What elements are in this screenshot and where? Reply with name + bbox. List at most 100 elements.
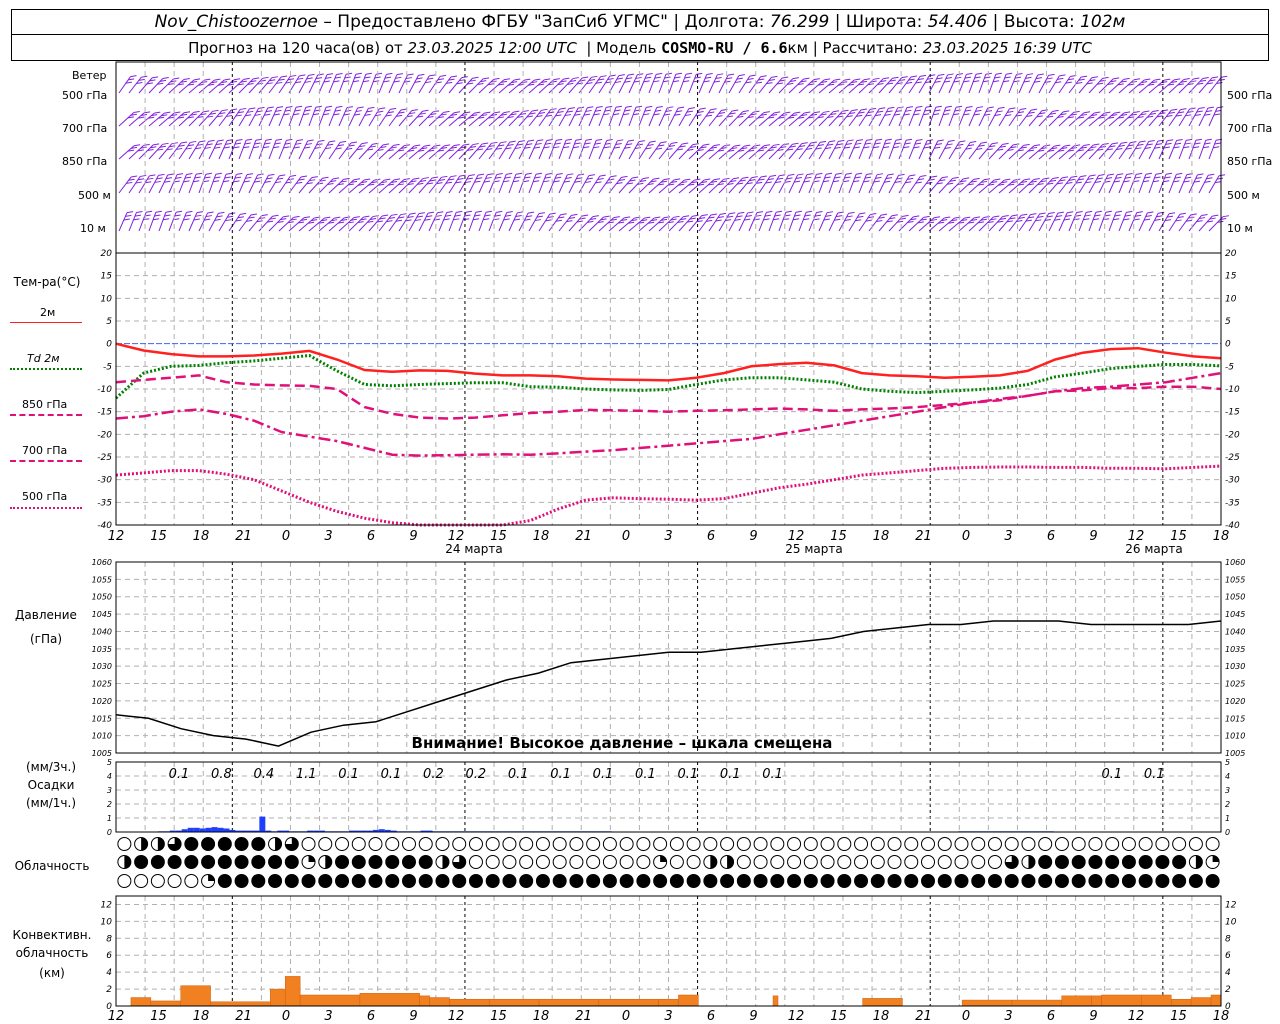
wind-barb-feather <box>137 149 144 152</box>
wind-barb-feather <box>507 116 514 119</box>
precip-3h-label: 0.1 <box>338 767 359 782</box>
wind-barb-feather <box>1009 107 1016 110</box>
wind-barb-feather <box>390 107 397 110</box>
wind-barb-feather <box>1123 218 1130 221</box>
wind-barb <box>708 214 721 232</box>
cloud-symbol-fill <box>285 837 299 851</box>
wind-barb-feather <box>788 116 795 119</box>
wind-barb-feather <box>286 105 293 108</box>
wind-barb-feather <box>355 72 362 75</box>
wind-barb <box>838 213 849 232</box>
wind-barb-feather <box>825 214 832 217</box>
wind-barb-feather <box>565 138 573 141</box>
wind-barb-feather <box>483 218 490 221</box>
pressure-tick-right: 1040 <box>1225 627 1245 636</box>
wind-barb-feather <box>876 173 884 176</box>
wind-barb-feather <box>990 218 997 221</box>
wind-barb-feather <box>645 76 652 79</box>
wind-barb-feather <box>277 221 284 223</box>
cloud-symbol <box>753 855 768 869</box>
wind-barb-feather <box>866 172 873 175</box>
cloud-symbol <box>770 837 785 851</box>
wind-barb-feather <box>446 81 453 84</box>
cloud-symbol <box>284 855 299 869</box>
wind-barb-feather <box>475 210 482 213</box>
wind-barb-feather <box>1175 219 1182 222</box>
precip-3h-label: 0.1 <box>169 767 190 782</box>
wind-barb-feather <box>368 183 375 186</box>
cloud-symbol <box>1205 874 1220 888</box>
wind-barb-feather <box>567 82 574 85</box>
wind-barb-feather <box>374 76 381 79</box>
wind-barb-feather <box>237 111 245 114</box>
wind-barb-feather <box>967 183 974 186</box>
wind-barb-feather <box>315 77 323 80</box>
cloud-symbol <box>301 874 316 888</box>
wind-barb-feather <box>603 113 610 116</box>
wind-barb-feather <box>970 218 978 221</box>
wind-barb-feather <box>276 106 284 109</box>
wind-barb-feather <box>1031 108 1038 111</box>
cloud-symbol <box>368 874 383 888</box>
wind-barb-feather <box>347 183 355 186</box>
precip-3h-label: 0.1 <box>1101 767 1122 782</box>
wind-barb-feather <box>1047 182 1054 185</box>
wind-barb <box>548 108 561 127</box>
wind-barb-feather <box>864 176 872 179</box>
wind-barb-feather <box>607 77 614 80</box>
wind-barb-feather <box>454 214 461 217</box>
wind-barb-feather <box>845 143 852 146</box>
wind-barb-feather <box>1104 111 1111 114</box>
wind-barb-feather <box>621 175 628 178</box>
wind-barb-feather <box>190 81 198 83</box>
wind-barb-feather <box>493 180 500 183</box>
wind-barb-feather <box>903 146 910 149</box>
wind-barb-feather <box>1130 141 1137 144</box>
wind-barb-feather <box>715 219 722 222</box>
cloud-symbol <box>904 837 919 851</box>
wind-barb-feather <box>497 83 505 86</box>
wind-barb-feather <box>250 80 257 83</box>
wind-barb-feather <box>650 180 657 183</box>
conv-tick: 12 <box>101 900 113 910</box>
wind-barb-feather <box>190 113 197 116</box>
precip-3h-label: 0.2 <box>423 767 444 782</box>
wind-barb-feather <box>813 111 821 114</box>
wind-barb <box>588 107 598 127</box>
wind-barb-feather <box>839 112 846 115</box>
precip-3h-label: 0.2 <box>465 767 486 782</box>
wind-barb <box>988 108 999 127</box>
wind-barb <box>908 107 917 127</box>
wind-barb-feather <box>884 113 891 116</box>
wind-barb-feather <box>517 115 524 118</box>
wind-barb-feather <box>215 172 222 175</box>
wind-barb-feather <box>157 148 164 151</box>
precip-bar <box>229 829 236 832</box>
wind-barb-feather <box>400 146 408 149</box>
wind-barb-feather <box>635 76 642 79</box>
wind-barb-feather <box>710 108 717 111</box>
wind-barb-feather <box>1214 142 1221 145</box>
wind-barb-feather <box>673 80 680 83</box>
wind-barb-feather <box>857 215 864 218</box>
wind-barb-feather <box>248 216 255 219</box>
wind-barb <box>138 175 150 194</box>
wind-barb-feather <box>807 83 814 86</box>
wind-barb-feather <box>395 76 402 79</box>
wind-barb-feather <box>555 219 563 222</box>
wind-barb <box>878 174 889 194</box>
wind-barb <box>938 141 949 160</box>
wind-barb-feather <box>952 176 959 179</box>
pressure-title: Давление <box>15 608 77 622</box>
wind-barb-feather <box>284 142 292 145</box>
wind-barb-feather <box>472 143 479 146</box>
wind-barb-feather <box>1167 83 1175 86</box>
wind-barb-feather <box>474 214 481 217</box>
cloud-symbol <box>703 837 718 851</box>
cloud-symbol <box>904 855 919 869</box>
wind-barb <box>188 212 198 232</box>
time-tick-bottom: 15 <box>490 1009 507 1024</box>
precip-3h-label: 0.1 <box>677 767 698 782</box>
wind-barb-feather <box>495 176 502 179</box>
wind-barb-feather <box>484 111 491 114</box>
